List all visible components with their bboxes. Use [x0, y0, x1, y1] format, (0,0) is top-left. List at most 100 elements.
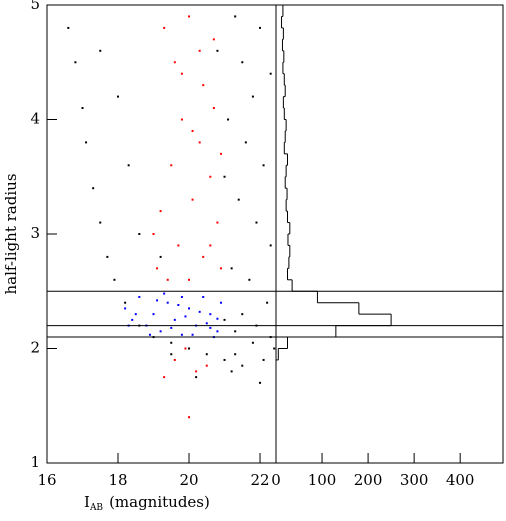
point	[170, 326, 173, 329]
x-tick-label: 100	[308, 471, 337, 489]
point	[234, 15, 237, 18]
point	[156, 299, 159, 302]
point	[223, 175, 226, 178]
point	[117, 95, 120, 98]
x-tick-label: 18	[108, 471, 127, 489]
point	[191, 129, 194, 132]
point	[124, 307, 127, 310]
point	[180, 295, 183, 298]
point	[266, 301, 269, 304]
point	[67, 26, 70, 29]
point	[166, 301, 169, 304]
point	[159, 210, 162, 213]
point	[184, 347, 187, 350]
point	[131, 318, 134, 321]
point	[85, 141, 88, 144]
point	[230, 267, 233, 270]
point	[212, 38, 215, 41]
point	[92, 187, 95, 190]
point	[152, 233, 155, 235]
point	[195, 376, 198, 379]
point	[209, 175, 212, 178]
point	[180, 118, 183, 121]
point	[124, 301, 127, 304]
point	[74, 61, 77, 64]
point	[148, 333, 151, 336]
point	[163, 26, 166, 29]
point	[191, 333, 194, 336]
point	[202, 255, 205, 258]
point	[212, 107, 215, 110]
point	[223, 358, 226, 361]
x-label-sub: AB	[89, 503, 103, 513]
point	[180, 72, 183, 75]
point	[99, 221, 102, 224]
point	[198, 310, 201, 313]
point	[216, 330, 219, 333]
point	[198, 141, 201, 144]
point	[159, 330, 162, 333]
point	[152, 313, 155, 316]
point	[269, 244, 272, 247]
point	[184, 315, 187, 318]
point	[219, 152, 222, 155]
point	[166, 278, 169, 281]
point	[209, 313, 212, 316]
point	[188, 278, 191, 281]
x-tick-label: 300	[400, 471, 429, 489]
point	[191, 198, 194, 201]
point	[159, 255, 162, 258]
point	[195, 370, 198, 373]
point	[244, 141, 247, 144]
point	[202, 295, 205, 298]
point	[259, 26, 262, 29]
x-tick-label: 0	[271, 471, 281, 489]
point	[251, 95, 254, 98]
point	[188, 416, 191, 419]
point	[248, 278, 251, 281]
point	[198, 49, 201, 52]
point	[259, 381, 262, 384]
y-tick-label: 5	[30, 0, 40, 13]
point	[234, 353, 237, 356]
point	[209, 326, 212, 329]
point	[127, 164, 130, 167]
x-label-main: I	[84, 493, 90, 511]
point	[156, 267, 159, 270]
point	[234, 330, 237, 333]
point	[202, 84, 205, 87]
x-tick-label: 400	[446, 471, 475, 489]
point	[177, 303, 180, 306]
point	[241, 364, 244, 367]
y-axis-label: half-light radius	[2, 173, 20, 294]
point	[262, 164, 265, 167]
y-tick-label: 1	[30, 453, 40, 471]
point	[255, 221, 258, 224]
point	[188, 347, 191, 350]
point	[188, 307, 191, 310]
point	[205, 322, 208, 325]
y-tick-label: 2	[30, 339, 40, 357]
point	[188, 15, 191, 18]
point	[134, 313, 137, 316]
point	[241, 313, 244, 316]
point	[106, 255, 109, 258]
point	[219, 301, 222, 304]
x-tick-label: 200	[354, 471, 383, 489]
point	[216, 317, 219, 320]
point	[223, 318, 226, 321]
right-frame	[275, 4, 504, 464]
point	[177, 244, 180, 247]
point	[273, 347, 276, 350]
point	[209, 244, 212, 247]
point	[173, 318, 176, 321]
x-tick-label: 22	[250, 471, 269, 489]
point	[205, 353, 208, 356]
point	[216, 49, 219, 52]
point	[180, 333, 183, 336]
point	[230, 370, 233, 373]
x-tick-label: 20	[179, 471, 198, 489]
point	[138, 233, 141, 235]
point	[163, 292, 166, 295]
